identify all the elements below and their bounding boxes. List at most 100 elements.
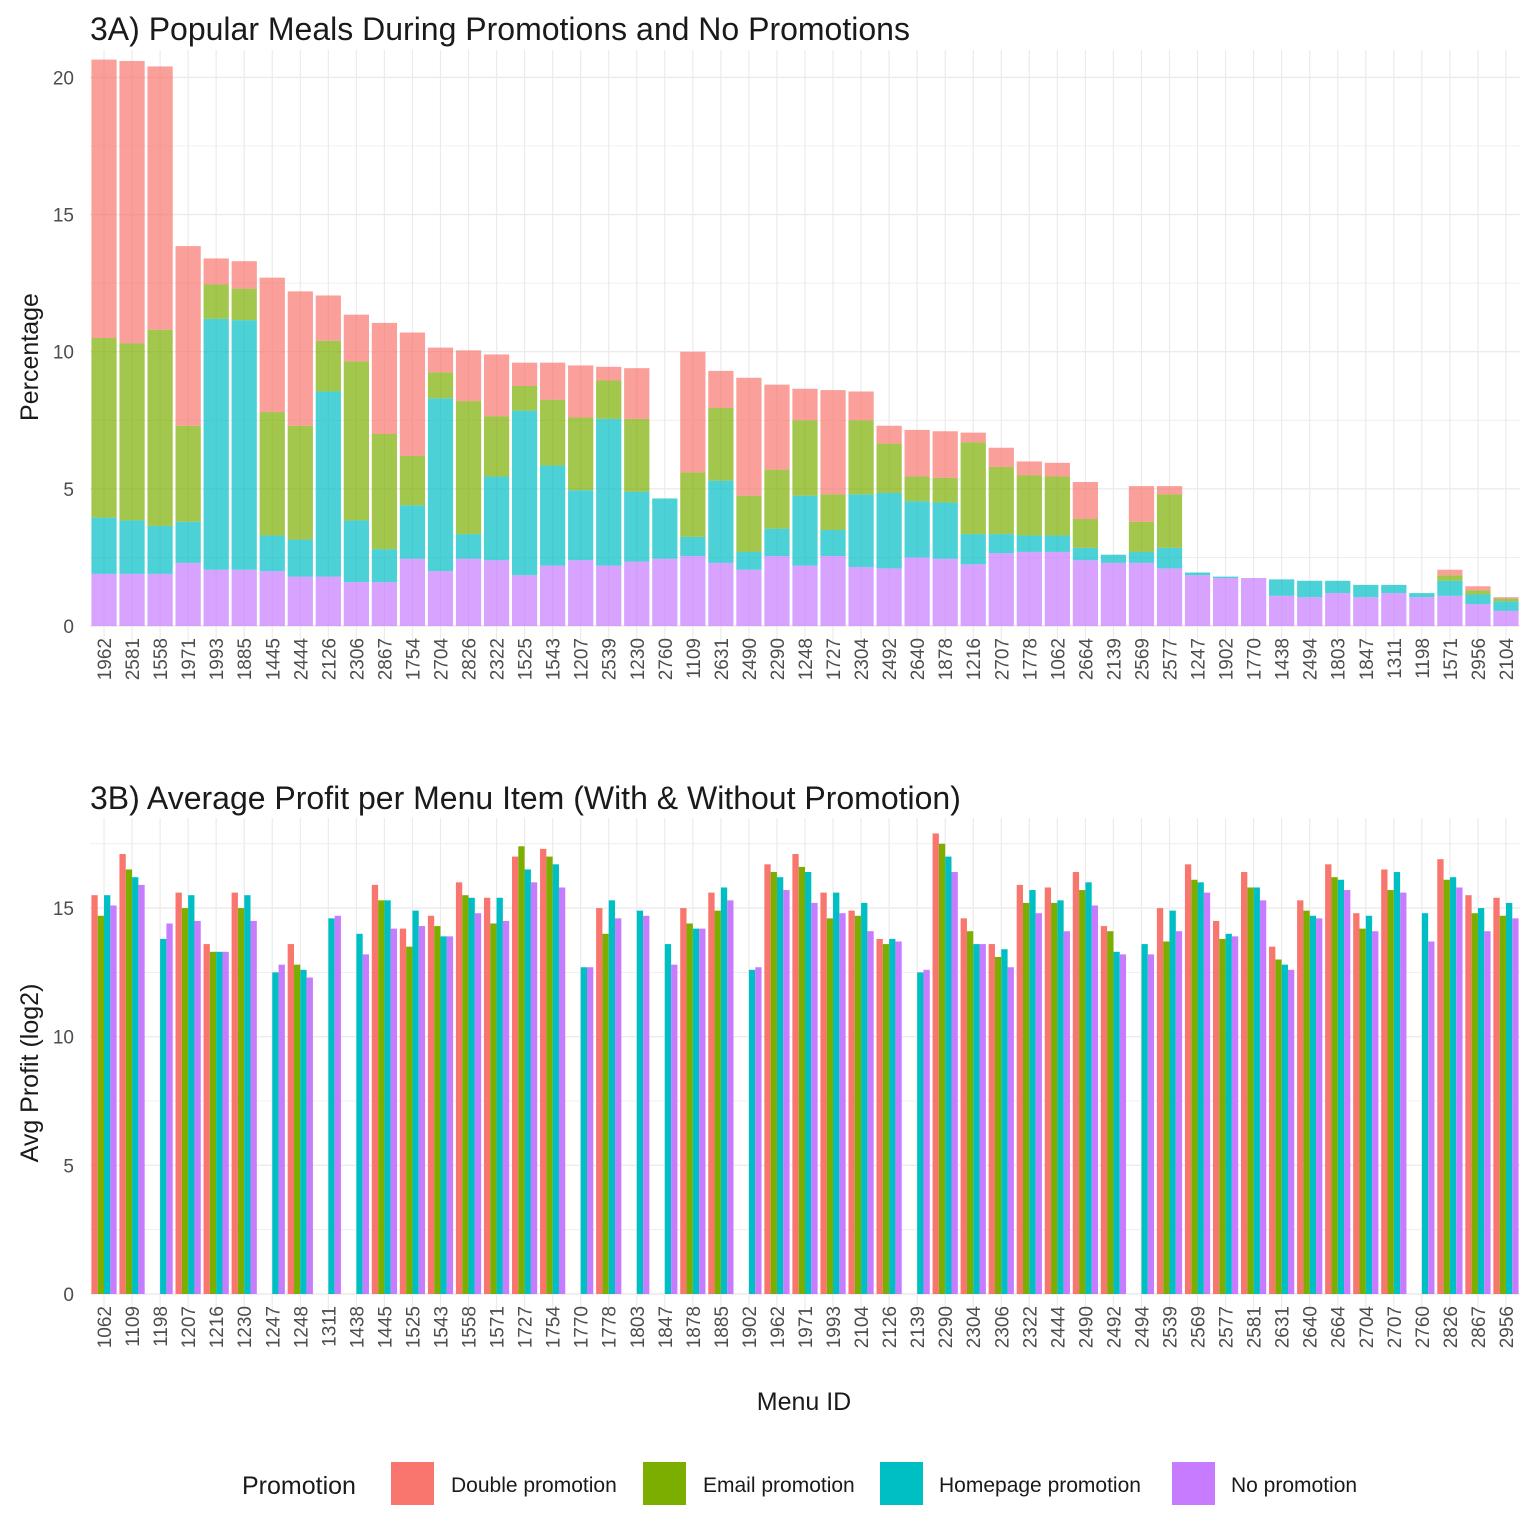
bar-double-promotion-1778 bbox=[596, 908, 603, 1294]
bar-double-promotion-2631 bbox=[1269, 946, 1276, 1294]
bar-no-promotion-2490 bbox=[736, 569, 762, 626]
x-tick-label: 1438 bbox=[347, 1306, 368, 1348]
bar-no-promotion-2539 bbox=[596, 565, 622, 626]
bar-double-promotion-2539 bbox=[1156, 908, 1164, 1294]
x-tick-label: 1445 bbox=[375, 1306, 396, 1348]
x-tick-label: 2139 bbox=[908, 1306, 929, 1348]
bar-email-promotion-2306 bbox=[343, 361, 369, 521]
bar-email-promotion-2444 bbox=[1051, 902, 1058, 1294]
x-tick-label: 1571 bbox=[488, 1306, 509, 1348]
bar-double-promotion-2640 bbox=[904, 429, 930, 477]
bar-homepage-promotion-2494 bbox=[1141, 944, 1148, 1294]
y-tick-label: 10 bbox=[53, 343, 74, 364]
bar-email-promotion-2539 bbox=[596, 380, 622, 419]
x-tick-label: 1847 bbox=[656, 1306, 677, 1348]
x-tick-label: 2322 bbox=[1020, 1306, 1041, 1348]
bar-no-promotion-1971 bbox=[811, 902, 818, 1294]
bar-double-promotion-2867 bbox=[371, 322, 398, 434]
x-tick-label: 1778 bbox=[1020, 638, 1041, 680]
bar-no-promotion-2569 bbox=[1203, 892, 1211, 1294]
bar-email-promotion-2569 bbox=[1191, 879, 1198, 1294]
bar-email-promotion-2126 bbox=[882, 944, 890, 1294]
y-tick-label: 10 bbox=[53, 1028, 74, 1049]
bar-no-promotion-2664 bbox=[1072, 560, 1099, 626]
bar-no-promotion-1198 bbox=[166, 923, 173, 1294]
bar-email-promotion-2664 bbox=[1072, 519, 1099, 548]
bar-email-promotion-1445 bbox=[259, 412, 285, 536]
bar-email-promotion-2867 bbox=[371, 434, 398, 550]
x-tick-label: 2760 bbox=[1413, 1306, 1434, 1348]
bar-homepage-promotion-2304 bbox=[848, 494, 874, 568]
bar-no-promotion-2104 bbox=[867, 931, 874, 1294]
bar-no-promotion-2581 bbox=[1259, 900, 1267, 1294]
bar-homepage-promotion-1803 bbox=[1325, 580, 1351, 594]
bar-homepage-promotion-1558 bbox=[468, 897, 475, 1294]
bar-double-promotion-1216 bbox=[960, 432, 986, 443]
x-tick-label: 2640 bbox=[908, 638, 929, 680]
bar-no-promotion-2139 bbox=[923, 969, 930, 1294]
chart-3b-y-axis-title: Avg Profit (log2) bbox=[16, 984, 44, 1163]
x-tick-label: 1525 bbox=[403, 1306, 424, 1348]
x-tick-label: 1727 bbox=[824, 638, 845, 680]
bar-homepage-promotion-1727 bbox=[820, 530, 846, 557]
bar-double-promotion-2577 bbox=[1212, 920, 1220, 1294]
x-tick-label: 2304 bbox=[964, 1306, 985, 1349]
bar-double-promotion-1525 bbox=[399, 928, 407, 1294]
x-tick-label: 1438 bbox=[1273, 638, 1294, 680]
bar-email-promotion-1543 bbox=[540, 399, 566, 466]
x-tick-label: 2569 bbox=[1132, 638, 1153, 680]
bar-email-promotion-1062 bbox=[97, 915, 105, 1294]
bar-double-promotion-2581 bbox=[1241, 872, 1248, 1294]
bar-homepage-promotion-1847 bbox=[664, 944, 672, 1294]
bar-homepage-promotion-2104 bbox=[1493, 601, 1519, 611]
bar-homepage-promotion-2139 bbox=[1100, 554, 1127, 563]
bar-double-promotion-1109 bbox=[680, 351, 706, 473]
bar-no-promotion-1438 bbox=[362, 954, 369, 1294]
x-tick-label: 2306 bbox=[347, 638, 368, 680]
bar-double-promotion-2539 bbox=[596, 366, 622, 381]
bar-homepage-promotion-1778 bbox=[1016, 535, 1042, 552]
bar-no-promotion-1971 bbox=[175, 562, 201, 626]
bar-homepage-promotion-2290 bbox=[764, 528, 790, 557]
bar-no-promotion-1571 bbox=[1437, 595, 1463, 626]
x-tick-label: 2444 bbox=[291, 638, 312, 681]
x-tick-label: 2577 bbox=[1161, 638, 1182, 680]
bar-homepage-promotion-2290 bbox=[945, 856, 952, 1294]
bar-homepage-promotion-2577 bbox=[1225, 933, 1232, 1294]
bar-email-promotion-1754 bbox=[399, 455, 426, 506]
bar-no-promotion-1770 bbox=[1241, 578, 1267, 626]
bar-email-promotion-1207 bbox=[568, 417, 594, 491]
legend: Promotion Double promotion Email promoti… bbox=[242, 1462, 1357, 1505]
bar-homepage-promotion-2867 bbox=[1477, 908, 1485, 1294]
x-tick-label: 2640 bbox=[1301, 1306, 1322, 1348]
x-tick-label: 2306 bbox=[992, 1306, 1013, 1348]
x-tick-label: 2867 bbox=[1469, 1306, 1490, 1348]
x-tick-label: 1558 bbox=[151, 638, 172, 680]
bar-double-promotion-2826 bbox=[455, 350, 482, 402]
bar-double-promotion-2126 bbox=[876, 938, 883, 1294]
bar-double-promotion-1207 bbox=[175, 892, 182, 1294]
bar-double-promotion-1962 bbox=[764, 864, 771, 1294]
bar-double-promotion-1754 bbox=[399, 332, 426, 456]
bar-double-promotion-1885 bbox=[231, 261, 257, 289]
bar-double-promotion-1062 bbox=[1044, 462, 1070, 477]
bar-double-promotion-2704 bbox=[1353, 913, 1360, 1294]
bar-no-promotion-2664 bbox=[1344, 890, 1351, 1294]
bar-no-promotion-1770 bbox=[586, 967, 594, 1294]
bar-homepage-promotion-1878 bbox=[692, 928, 700, 1294]
bar-homepage-promotion-2956 bbox=[1465, 594, 1491, 605]
bar-no-promotion-1248 bbox=[792, 565, 818, 626]
bar-homepage-promotion-1803 bbox=[636, 910, 644, 1294]
bar-email-promotion-2581 bbox=[119, 343, 145, 521]
bar-email-promotion-2322 bbox=[1023, 902, 1030, 1294]
bar-no-promotion-1543 bbox=[446, 936, 454, 1294]
x-tick-label: 2826 bbox=[460, 638, 481, 680]
bar-homepage-promotion-2956 bbox=[1505, 902, 1513, 1294]
bar-double-promotion-1727 bbox=[820, 390, 846, 495]
bar-double-promotion-1558 bbox=[455, 882, 463, 1294]
x-tick-label: 2581 bbox=[123, 638, 144, 680]
x-tick-label: 1962 bbox=[768, 1306, 789, 1348]
bar-no-promotion-1230 bbox=[624, 561, 650, 626]
bar-no-promotion-1543 bbox=[540, 565, 566, 626]
